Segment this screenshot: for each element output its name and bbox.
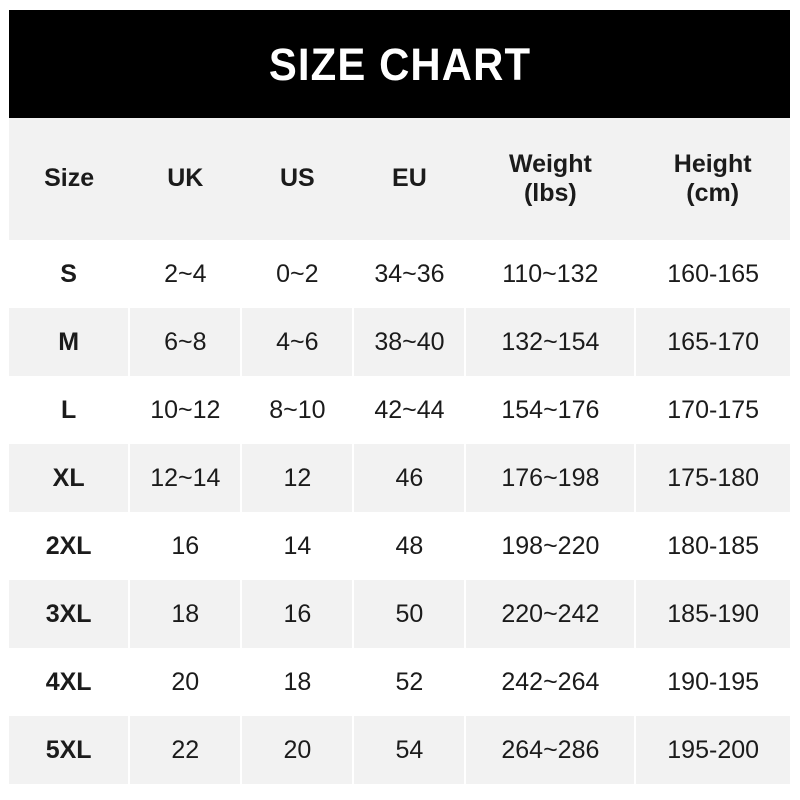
title-banner: SIZE CHART xyxy=(9,10,790,118)
cell-eu: 42~44 xyxy=(374,395,445,424)
cell-eu: 50 xyxy=(353,580,467,648)
cell-height: 195-200 xyxy=(667,735,760,764)
table-row: 2XL 16 14 48 198~220 180-185 xyxy=(9,512,790,580)
table-row: 3XL 18 16 50 220~242 185-190 xyxy=(9,580,790,648)
cell-size: L xyxy=(60,395,77,424)
column-header-weight-unit: (lbs) xyxy=(523,179,577,207)
cell-size: S xyxy=(60,259,77,288)
cell-uk: 10~12 xyxy=(150,395,221,424)
column-header-height-label: Height xyxy=(673,149,752,178)
column-header-us-label: US xyxy=(279,164,315,193)
cell-uk: 20 xyxy=(171,667,200,696)
cell-uk: 2~4 xyxy=(164,259,207,288)
table-header-row: Size UK US EU Weight (lbs) Height (cm) xyxy=(9,118,790,240)
cell-height: 180-185 xyxy=(667,531,760,560)
cell-weight: 242~264 xyxy=(501,667,600,696)
cell-uk: 12~14 xyxy=(129,444,243,512)
cell-height: 190-195 xyxy=(667,667,760,696)
column-header-size-label: Size xyxy=(44,164,95,193)
column-header-us: US xyxy=(241,118,353,240)
cell-us: 16 xyxy=(241,580,355,648)
cell-weight: 176~198 xyxy=(465,444,637,512)
cell-weight: 110~132 xyxy=(502,259,599,288)
column-header-eu-label: EU xyxy=(392,164,427,193)
cell-us: 12 xyxy=(241,444,355,512)
cell-weight: 198~220 xyxy=(501,531,600,560)
cell-us: 20 xyxy=(241,716,355,784)
cell-weight: 264~286 xyxy=(465,716,637,784)
cell-weight: 154~176 xyxy=(501,395,600,424)
cell-us: 4~6 xyxy=(241,308,355,376)
column-header-eu: EU xyxy=(353,118,465,240)
cell-size: 2XL xyxy=(45,531,92,560)
cell-size: 3XL xyxy=(9,580,131,648)
table-row: S 2~4 0~2 34~36 110~132 160-165 xyxy=(9,240,790,308)
table-row: M 6~8 4~6 38~40 132~154 165-170 xyxy=(9,308,790,376)
table-row: 4XL 20 18 52 242~264 190-195 xyxy=(9,648,790,716)
cell-us: 0~2 xyxy=(276,259,319,288)
table-header: Size UK US EU Weight (lbs) Height (cm) xyxy=(9,118,790,240)
cell-weight: 220~242 xyxy=(465,580,637,648)
table-body: S 2~4 0~2 34~36 110~132 160-165 M 6~8 4~… xyxy=(9,240,790,784)
cell-us: 14 xyxy=(283,531,312,560)
cell-eu: 46 xyxy=(353,444,467,512)
size-chart-table: Size UK US EU Weight (lbs) Height (cm) xyxy=(9,118,790,784)
cell-eu: 38~40 xyxy=(353,308,467,376)
cell-eu: 52 xyxy=(395,667,424,696)
column-header-height: Height (cm) xyxy=(635,118,790,240)
page-title: SIZE CHART xyxy=(268,38,531,90)
column-header-height-unit: (cm) xyxy=(686,179,740,207)
column-header-uk: UK xyxy=(129,118,241,240)
cell-size: 4XL xyxy=(45,667,92,696)
column-header-weight-label: Weight xyxy=(508,149,592,178)
table-row: L 10~12 8~10 42~44 154~176 170-175 xyxy=(9,376,790,444)
cell-eu: 48 xyxy=(395,531,424,560)
cell-us: 18 xyxy=(283,667,312,696)
column-header-size: Size xyxy=(9,118,129,240)
cell-eu: 54 xyxy=(353,716,467,784)
column-header-uk-label: UK xyxy=(167,164,204,193)
cell-uk: 22 xyxy=(129,716,243,784)
cell-eu: 34~36 xyxy=(374,259,445,288)
cell-height: 175-180 xyxy=(667,463,760,492)
cell-size: 5XL xyxy=(9,716,131,784)
cell-height: 165-170 xyxy=(667,327,760,356)
cell-uk: 18 xyxy=(129,580,243,648)
cell-size: XL xyxy=(9,444,131,512)
cell-weight: 132~154 xyxy=(465,308,637,376)
cell-height: 185-190 xyxy=(667,599,760,628)
cell-uk: 6~8 xyxy=(129,308,243,376)
cell-us: 8~10 xyxy=(269,395,326,424)
cell-height: 170-175 xyxy=(667,395,760,424)
column-header-weight: Weight (lbs) xyxy=(465,118,635,240)
table-row: XL 12~14 12 46 176~198 175-180 xyxy=(9,444,790,512)
table-row: 5XL 22 20 54 264~286 195-200 xyxy=(9,716,790,784)
cell-height: 160-165 xyxy=(667,259,760,288)
cell-size: M xyxy=(9,308,131,376)
cell-uk: 16 xyxy=(171,531,200,560)
